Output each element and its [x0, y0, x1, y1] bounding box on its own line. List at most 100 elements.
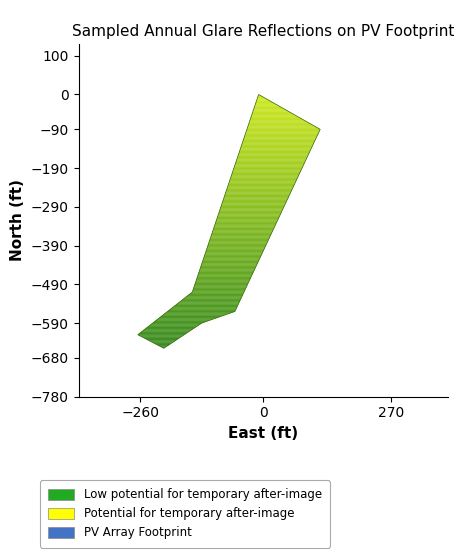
Polygon shape — [161, 347, 166, 348]
Polygon shape — [244, 137, 317, 138]
Polygon shape — [243, 138, 316, 139]
Polygon shape — [176, 304, 238, 305]
Polygon shape — [235, 164, 304, 165]
Polygon shape — [201, 267, 255, 268]
Polygon shape — [211, 236, 270, 237]
Polygon shape — [193, 288, 246, 289]
Polygon shape — [251, 117, 300, 118]
Polygon shape — [234, 166, 303, 167]
Polygon shape — [208, 245, 266, 246]
Polygon shape — [227, 187, 293, 188]
Polygon shape — [199, 272, 253, 273]
Polygon shape — [147, 326, 197, 327]
Polygon shape — [252, 112, 292, 113]
Polygon shape — [237, 159, 306, 160]
Polygon shape — [222, 203, 286, 204]
Polygon shape — [157, 318, 214, 320]
Polygon shape — [232, 172, 300, 173]
Polygon shape — [138, 335, 184, 336]
Polygon shape — [190, 293, 243, 294]
Polygon shape — [140, 332, 188, 333]
Polygon shape — [198, 276, 252, 277]
Polygon shape — [247, 127, 318, 128]
Polygon shape — [240, 149, 311, 150]
Polygon shape — [204, 255, 261, 256]
Polygon shape — [219, 212, 281, 213]
Polygon shape — [250, 120, 305, 121]
Polygon shape — [224, 198, 288, 199]
Polygon shape — [218, 214, 280, 215]
Polygon shape — [257, 99, 267, 100]
Polygon shape — [198, 274, 252, 276]
Polygon shape — [250, 119, 304, 120]
Polygon shape — [249, 121, 306, 122]
Polygon shape — [228, 184, 295, 185]
Polygon shape — [225, 193, 290, 195]
Polygon shape — [180, 301, 240, 302]
Polygon shape — [216, 220, 278, 222]
Y-axis label: North (ft): North (ft) — [10, 180, 25, 261]
Polygon shape — [194, 285, 247, 287]
Polygon shape — [140, 336, 183, 337]
Polygon shape — [194, 287, 247, 288]
Polygon shape — [200, 268, 255, 269]
Polygon shape — [183, 298, 241, 299]
Polygon shape — [245, 135, 317, 136]
Polygon shape — [256, 102, 274, 103]
Polygon shape — [223, 201, 286, 202]
Polygon shape — [229, 181, 296, 182]
Polygon shape — [231, 175, 299, 176]
Polygon shape — [188, 294, 243, 295]
Polygon shape — [221, 206, 284, 207]
Polygon shape — [231, 174, 299, 175]
Polygon shape — [213, 229, 274, 230]
Polygon shape — [254, 107, 282, 108]
Polygon shape — [167, 311, 235, 312]
Polygon shape — [242, 143, 314, 144]
Polygon shape — [255, 106, 281, 107]
Polygon shape — [255, 104, 277, 105]
Polygon shape — [249, 123, 311, 124]
Polygon shape — [201, 266, 256, 267]
Polygon shape — [232, 171, 300, 172]
Polygon shape — [239, 153, 309, 154]
Polygon shape — [139, 333, 187, 334]
Polygon shape — [234, 165, 303, 166]
Polygon shape — [251, 116, 299, 117]
Polygon shape — [258, 96, 263, 97]
Polygon shape — [152, 342, 173, 343]
Polygon shape — [146, 327, 196, 328]
Polygon shape — [209, 240, 268, 241]
Polygon shape — [143, 337, 180, 338]
Polygon shape — [246, 132, 319, 133]
Polygon shape — [236, 160, 306, 161]
Polygon shape — [217, 219, 278, 220]
Polygon shape — [206, 252, 263, 253]
Polygon shape — [215, 223, 276, 224]
Polygon shape — [164, 314, 229, 315]
Polygon shape — [154, 343, 171, 344]
Polygon shape — [254, 108, 284, 109]
Polygon shape — [201, 264, 257, 266]
Polygon shape — [220, 207, 284, 208]
Polygon shape — [232, 173, 300, 174]
Polygon shape — [182, 299, 241, 300]
Polygon shape — [226, 189, 292, 190]
Polygon shape — [222, 202, 286, 203]
Polygon shape — [149, 341, 175, 342]
Polygon shape — [240, 150, 310, 151]
Polygon shape — [165, 313, 231, 314]
Polygon shape — [231, 177, 298, 178]
Polygon shape — [224, 197, 289, 198]
Polygon shape — [221, 204, 285, 206]
Polygon shape — [173, 306, 237, 307]
Polygon shape — [146, 328, 195, 329]
Polygon shape — [217, 218, 279, 219]
Polygon shape — [225, 195, 289, 196]
Polygon shape — [243, 140, 315, 141]
Polygon shape — [215, 222, 277, 223]
Polygon shape — [169, 309, 236, 310]
Polygon shape — [210, 237, 269, 238]
Polygon shape — [244, 136, 317, 137]
Polygon shape — [252, 113, 293, 114]
